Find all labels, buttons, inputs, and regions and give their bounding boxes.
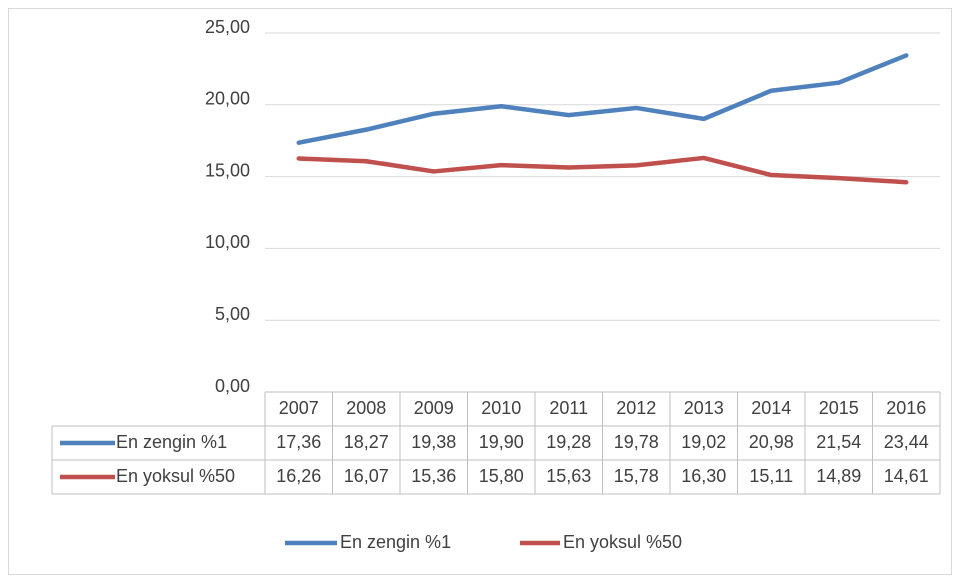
data-label: 19,90 [479, 432, 524, 452]
x-tick-label: 2013 [684, 398, 724, 418]
y-tick-label: 5,00 [215, 304, 250, 324]
data-label: 16,07 [344, 466, 389, 486]
x-tick-label: 2011 [549, 398, 588, 418]
y-tick-label: 10,00 [205, 232, 250, 252]
series-line [296, 53, 909, 145]
data-label: 19,02 [681, 432, 726, 452]
legend-label: En zengin %1 [340, 532, 451, 552]
data-label: 16,26 [276, 466, 321, 486]
x-tick-label: 2008 [346, 398, 386, 418]
y-tick-label: 0,00 [215, 376, 250, 396]
data-label: 19,78 [614, 432, 659, 452]
x-tick-label: 2016 [886, 398, 926, 418]
data-label: 15,36 [411, 466, 456, 486]
y-tick-label: 20,00 [205, 89, 250, 109]
data-label: 19,38 [411, 432, 456, 452]
x-tick-label: 2007 [279, 398, 319, 418]
y-tick-label: 15,00 [205, 160, 250, 180]
data-label: 18,27 [344, 432, 389, 452]
data-label: 21,54 [816, 432, 861, 452]
data-label: 15,80 [479, 466, 524, 486]
data-label: 17,36 [276, 432, 321, 452]
data-label: 16,30 [681, 466, 726, 486]
y-tick-label: 25,00 [205, 17, 250, 37]
chart-border [8, 8, 952, 575]
data-label: 19,28 [546, 432, 591, 452]
data-label: 23,44 [884, 432, 929, 452]
row-label: En zengin %1 [116, 432, 227, 452]
x-tick-label: 2010 [481, 398, 521, 418]
x-tick-label: 2009 [414, 398, 454, 418]
data-label: 15,11 [749, 466, 793, 486]
x-tick-label: 2012 [616, 398, 656, 418]
series-line [296, 155, 909, 185]
data-label: 15,63 [546, 466, 591, 486]
x-tick-label: 2014 [751, 398, 791, 418]
row-label: En yoksul %50 [116, 466, 235, 486]
data-label: 15,78 [614, 466, 659, 486]
data-label: 14,61 [884, 466, 929, 486]
data-label: 14,89 [816, 466, 861, 486]
legend-label: En yoksul %50 [563, 532, 682, 552]
data-label: 20,98 [749, 432, 794, 452]
x-tick-label: 2015 [819, 398, 859, 418]
